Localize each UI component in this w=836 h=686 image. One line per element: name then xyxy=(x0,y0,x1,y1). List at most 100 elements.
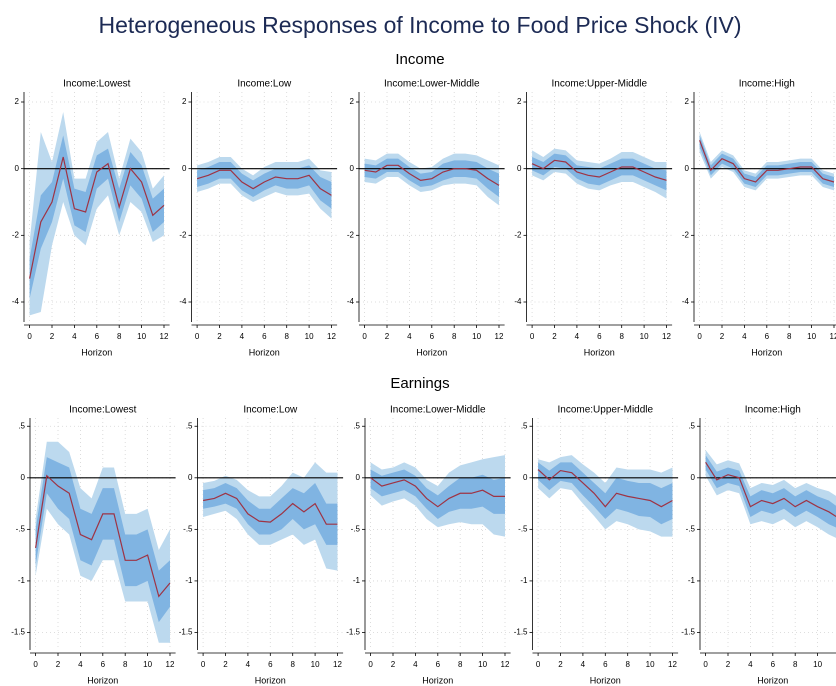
x-tick-label: 8 xyxy=(284,332,289,341)
x-tick-label: 2 xyxy=(726,660,731,669)
x-tick-label: 6 xyxy=(430,332,435,341)
y-tick-label: -1.5 xyxy=(179,628,193,637)
panel: Income:Low -1.5 -1 -.5 0 .5 0 2 4 6 8 10 12 Horizon xyxy=(179,405,344,685)
y-tick-label: .5 xyxy=(186,421,193,430)
panel: Income:Upper-Middle -1.5 -1 -.5 0 .5 0 2 4 6 8 10 12… xyxy=(514,405,679,685)
x-tick-label: 2 xyxy=(552,332,557,341)
confidence-band xyxy=(35,457,170,623)
panel-title: Income:Lower-Middle xyxy=(390,405,486,416)
x-tick-label: 8 xyxy=(117,332,122,341)
x-tick-label: 10 xyxy=(472,332,481,341)
x-axis-label: Horizon xyxy=(422,675,453,685)
series-line xyxy=(699,140,835,183)
x-tick-label: 2 xyxy=(50,332,55,341)
x-tick-label: 4 xyxy=(407,332,412,341)
y-tick-label: 2 xyxy=(685,97,690,106)
y-tick-label: -1 xyxy=(353,576,361,585)
series-line xyxy=(705,462,836,518)
y-tick-label: 0 xyxy=(15,164,20,173)
x-tick-label: 10 xyxy=(640,332,649,341)
x-tick-label: 2 xyxy=(720,332,725,341)
x-tick-label: 6 xyxy=(101,660,106,669)
x-tick-label: 12 xyxy=(830,332,836,341)
x-tick-label: 12 xyxy=(668,660,677,669)
x-tick-label: 0 xyxy=(697,332,702,341)
series-line xyxy=(370,477,505,508)
y-tick-label: -.5 xyxy=(686,524,696,533)
x-tick-label: 6 xyxy=(262,332,267,341)
y-tick-label: -2 xyxy=(682,230,690,239)
series-line xyxy=(364,164,500,186)
y-tick-label: -2 xyxy=(514,230,522,239)
x-tick-label: 4 xyxy=(72,332,77,341)
y-tick-label: -1.5 xyxy=(514,628,528,637)
y-tick-label: 2 xyxy=(182,97,187,106)
y-tick-label: -4 xyxy=(12,297,20,306)
x-tick-label: 6 xyxy=(771,660,776,669)
y-tick-label: -2 xyxy=(347,230,355,239)
y-tick-label: -1.5 xyxy=(11,628,25,637)
y-tick-label: 0 xyxy=(691,473,696,482)
x-tick-label: 10 xyxy=(143,660,152,669)
y-tick-label: 2 xyxy=(350,97,355,106)
y-tick-label: -4 xyxy=(347,297,355,306)
x-tick-label: 6 xyxy=(268,660,273,669)
x-tick-label: 12 xyxy=(501,660,510,669)
panel-title: Income:Lowest xyxy=(63,79,130,90)
x-tick-label: 8 xyxy=(123,660,128,669)
confidence-band xyxy=(29,135,164,299)
y-tick-label: 0 xyxy=(21,473,26,482)
y-tick-label: .5 xyxy=(18,421,25,430)
panel-title: Income:High xyxy=(745,405,801,416)
x-tick-label: 2 xyxy=(217,332,222,341)
y-tick-label: -.5 xyxy=(351,524,361,533)
x-axis-label: Horizon xyxy=(584,347,615,357)
x-tick-label: 10 xyxy=(311,660,320,669)
y-tick-label: 0 xyxy=(685,164,690,173)
x-axis-label: Horizon xyxy=(751,347,782,357)
y-tick-label: -1 xyxy=(18,576,26,585)
x-tick-label: 0 xyxy=(201,660,206,669)
y-tick-label: -2 xyxy=(179,230,187,239)
y-tick-label: .5 xyxy=(353,421,360,430)
series-line xyxy=(29,156,165,279)
panel: Income:Lowest -4 -2 0 2 0 2 4 6 8 10 12 Horizon xyxy=(12,79,170,357)
y-tick-label: .5 xyxy=(521,421,528,430)
confidence-band xyxy=(197,162,332,209)
x-tick-label: 4 xyxy=(240,332,245,341)
x-tick-label: 10 xyxy=(305,332,314,341)
series-line xyxy=(35,474,171,598)
x-tick-label: 8 xyxy=(625,660,630,669)
x-tick-label: 4 xyxy=(78,660,83,669)
panel-title: Income:Lower-Middle xyxy=(384,79,480,90)
y-tick-label: 0 xyxy=(356,473,361,482)
x-tick-label: 6 xyxy=(597,332,602,341)
x-tick-label: 0 xyxy=(368,660,373,669)
x-tick-label: 10 xyxy=(813,660,822,669)
y-tick-label: 0 xyxy=(517,164,522,173)
x-tick-label: 4 xyxy=(413,660,418,669)
x-axis-label: Horizon xyxy=(416,347,447,357)
confidence-band xyxy=(532,153,667,191)
y-tick-label: -1 xyxy=(185,576,193,585)
x-axis-label: Horizon xyxy=(81,347,112,357)
panel: Income:Lower-Middle -4 -2 0 2 0 2 4 6 8 10 12 Horizo… xyxy=(347,79,505,357)
x-tick-label: 0 xyxy=(362,332,367,341)
y-tick-label: -1.5 xyxy=(346,628,360,637)
y-tick-label: 0 xyxy=(523,473,528,482)
y-tick-label: -.5 xyxy=(518,524,528,533)
x-tick-label: 6 xyxy=(95,332,100,341)
x-tick-label: 4 xyxy=(246,660,251,669)
x-tick-label: 0 xyxy=(195,332,200,341)
x-tick-label: 4 xyxy=(742,332,747,341)
x-tick-label: 10 xyxy=(807,332,816,341)
y-tick-label: 0 xyxy=(182,164,187,173)
section-title: Income xyxy=(395,51,444,68)
panel-title: Income:High xyxy=(739,79,795,90)
panel-title: Income:Low xyxy=(237,79,292,90)
y-tick-label: 2 xyxy=(517,97,522,106)
x-tick-label: 8 xyxy=(458,660,463,669)
x-tick-label: 8 xyxy=(290,660,295,669)
panel-title: Income:Low xyxy=(243,405,298,416)
